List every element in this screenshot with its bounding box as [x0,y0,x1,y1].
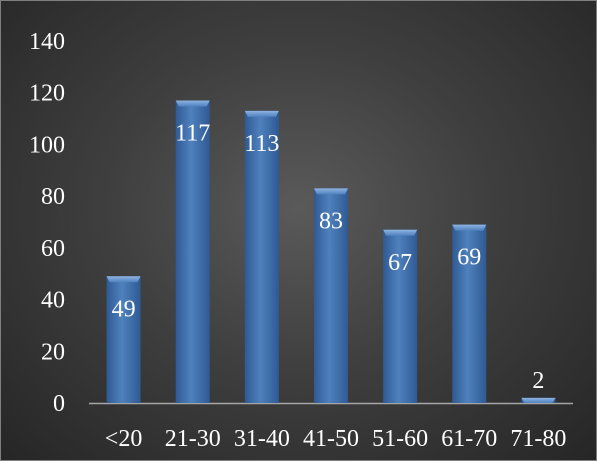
x-tick-label: 51-60 [372,426,428,452]
x-tick-label: 31-40 [234,426,290,452]
bar [314,188,348,403]
bar-cap [314,188,348,195]
data-label: 2 [532,368,544,394]
bar-cap [106,276,141,283]
bar [175,100,210,403]
data-labels: 49 117 113 83 67 69 2 [112,120,545,393]
x-tick-label: 71-80 [510,426,566,452]
y-tick-label: 20 [41,339,65,365]
bars [106,100,556,404]
y-tick-label: 140 [29,29,65,55]
bar-cap [383,229,418,236]
bar-cap [452,224,487,231]
bar [244,110,279,404]
bar-cap [244,110,279,117]
y-tick-label: 40 [41,288,65,314]
data-label: 83 [319,208,343,234]
bar [383,229,418,403]
y-tick-label: 80 [41,184,65,210]
x-tick-label: 61-70 [441,426,497,452]
bar [452,224,487,403]
data-label: 67 [388,250,412,276]
y-tick-label: 0 [53,391,65,417]
x-tick-label: 21-30 [165,426,221,452]
x-tick-label: 41-50 [303,426,359,452]
y-tick-label: 120 [29,81,65,107]
data-label: 49 [112,296,136,322]
x-tick-label: <20 [105,426,143,452]
y-tick-label: 60 [41,236,65,262]
bar [106,276,141,403]
y-axis: 0 20 40 60 80 100 120 140 [29,29,65,417]
data-label: 117 [175,120,210,146]
bar-cap [175,100,210,107]
data-label: 113 [244,131,279,157]
y-tick-label: 100 [29,132,65,158]
x-axis: <20 21-30 31-40 41-50 51-60 61-70 71-80 [89,402,573,452]
data-label: 69 [457,245,481,271]
bar-cap [521,397,556,403]
